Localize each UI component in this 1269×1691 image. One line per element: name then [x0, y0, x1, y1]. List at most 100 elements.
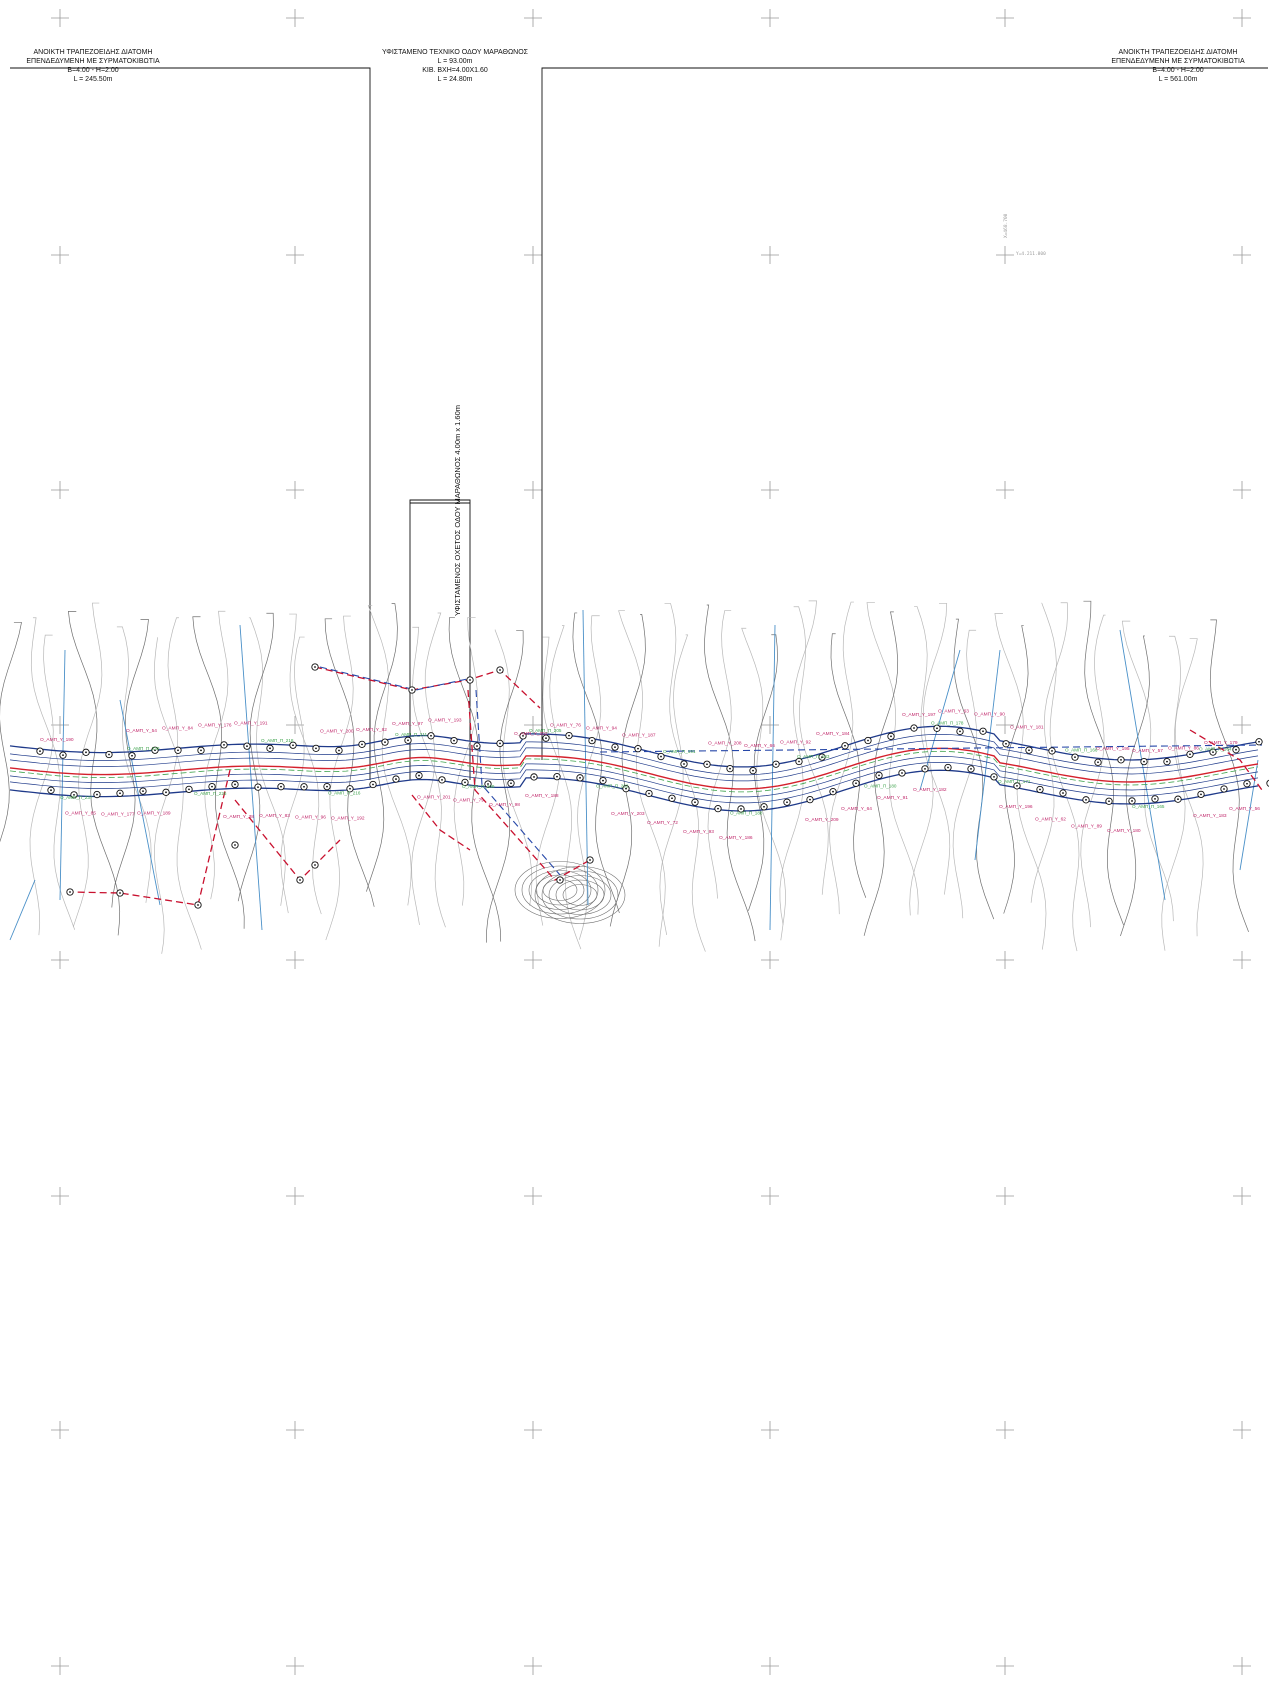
- survey-point-dot: [522, 735, 524, 737]
- point-label: O_AMΠ_Y_72: [647, 820, 678, 826]
- cross-section-line: [119, 699, 161, 906]
- contour-line: [1083, 600, 1124, 926]
- grid-cross: [524, 951, 542, 969]
- point-label: O_AMΠ_Y_97: [392, 721, 423, 727]
- survey-point-dot: [257, 786, 259, 789]
- survey-point-dot: [411, 689, 413, 691]
- survey-point: [277, 783, 285, 791]
- point-label: O_AMΠ_Y_192: [331, 816, 365, 822]
- survey-point-dot: [855, 782, 857, 785]
- survey-point-dot: [441, 778, 443, 781]
- survey-point-dot: [131, 754, 133, 757]
- survey-point-dot: [361, 743, 363, 746]
- survey-point-dot: [1074, 756, 1076, 759]
- survey-point: [887, 732, 895, 740]
- survey-point: [484, 780, 492, 788]
- survey-point: [496, 666, 504, 674]
- survey-point-dot: [234, 783, 236, 786]
- point-label: O_AMΠ_Y_188: [525, 793, 559, 799]
- survey-point-dot: [752, 769, 754, 772]
- survey-point-dot: [314, 864, 316, 866]
- survey-point: [864, 736, 872, 745]
- coordinate-x-label: X=468.700: [1004, 213, 1009, 238]
- point-label-green: O_AMΠ_Π_237: [60, 795, 93, 800]
- channel-edge: [9, 761, 1259, 804]
- survey-point: [381, 738, 389, 746]
- grid-cross: [524, 716, 542, 734]
- contour-line: [542, 636, 582, 950]
- grid-cross: [761, 951, 779, 969]
- survey-point-dot: [1200, 793, 1202, 796]
- point-label-green: O_AMΠ_Π_165: [1132, 804, 1165, 809]
- survey-point-dot: [694, 801, 696, 804]
- note-right-line1: ΑΝΟΙΚΤΗ ΤΡΑΠΕΖΟΕΙΔΗΣ ΔΙΑΤΟΜΗ: [1118, 49, 1238, 56]
- note-right-line4: L = 561.00m: [1158, 76, 1198, 83]
- survey-point-dot: [407, 739, 409, 742]
- point-label-green: O_AMΠ_Π_202: [596, 783, 629, 788]
- point-label: O_AMΠ_Y_90: [974, 711, 1005, 717]
- point-label: O_AMΠ_Y_56: [1229, 806, 1260, 812]
- stream-channel: [9, 725, 1259, 812]
- note-left: ΑΝΟΙΚΤΗ ΤΡΑΠΕΖΟΕΙΔΗΣ ΔΙΑΤΟΜΗ ΕΠΕΝΔΕΔΥΜΕΝ…: [8, 48, 178, 84]
- boundary-red-dashed: [467, 689, 591, 881]
- grid-cross: [1233, 716, 1251, 734]
- survey-point: [1151, 795, 1159, 803]
- survey-point: [1094, 758, 1102, 766]
- survey-point: [415, 771, 423, 780]
- contour-line: [1120, 635, 1150, 937]
- note-left-line3: B=4.00 - H=2.00: [67, 67, 119, 74]
- grid-cross: [286, 716, 304, 734]
- point-label: O_AMΠ_Y_85: [65, 810, 96, 816]
- contour-line: [325, 615, 354, 941]
- survey-point: [599, 776, 607, 785]
- grid-cross: [51, 1187, 69, 1205]
- hill-contour: [521, 865, 599, 915]
- survey-point-dot: [844, 744, 846, 747]
- survey-point-dot: [246, 745, 248, 748]
- grid-cross: [996, 1657, 1014, 1675]
- survey-point: [1013, 782, 1021, 790]
- point-label: O_AMΠ_Y_176: [198, 723, 232, 729]
- survey-point: [576, 774, 584, 782]
- survey-point-dot: [936, 727, 938, 730]
- contour-line: [779, 600, 817, 925]
- survey-point-dot: [165, 791, 167, 794]
- survey-point-dot: [314, 666, 316, 668]
- survey-point: [220, 741, 228, 749]
- survey-point: [128, 752, 136, 760]
- survey-point: [1209, 748, 1217, 756]
- survey-point-dot: [96, 793, 98, 796]
- point-label: O_AMΠ_Y_191: [234, 720, 268, 726]
- note-middle-line2: L = 93.00m: [437, 58, 473, 65]
- point-label: O_AMΠ_Y_182: [913, 787, 947, 793]
- contour-line: [448, 617, 502, 942]
- survey-point-dot: [545, 737, 547, 740]
- coordinate-y-label: Y=4.211.800: [1016, 252, 1046, 257]
- grid-cross: [996, 951, 1014, 969]
- point-label-green: O_AMΠ_Π_183: [797, 754, 830, 759]
- survey-point: [990, 773, 998, 781]
- cross-section-line: [1119, 629, 1166, 901]
- point-label: O_AMΠ_Y_84: [162, 726, 193, 732]
- point-label-green: O_AMΠ_Π_211: [395, 732, 428, 737]
- note-middle: ΥΦΙΣΤΑΜΕΝΟ ΤΕΧΝΙΚΟ ΟΔΟΥ ΜΑΡΑΘΩΝΟΣ L = 93…: [360, 48, 550, 84]
- survey-point-dot: [200, 749, 202, 752]
- survey-point-dot: [234, 844, 236, 846]
- survey-point-dot: [1097, 761, 1099, 764]
- survey-point-dot: [39, 750, 41, 753]
- survey-point: [852, 779, 860, 787]
- survey-point: [335, 746, 343, 755]
- channel-edge: [9, 739, 1259, 782]
- grid-cross: [996, 1421, 1014, 1439]
- grid-cross: [51, 951, 69, 969]
- survey-point: [1048, 747, 1056, 755]
- channel-edge: [9, 755, 1259, 798]
- channel-edge: [9, 769, 1259, 812]
- grid-cross: [524, 481, 542, 499]
- contour-line: [793, 606, 829, 895]
- note-left-line1: ΑΝΟΙΚΤΗ ΤΡΑΠΕΖΟΕΙΔΗΣ ΔΙΑΤΟΜΗ: [33, 49, 153, 56]
- survey-point: [898, 769, 906, 777]
- grid-cross: [524, 1187, 542, 1205]
- survey-point-dot: [418, 774, 420, 777]
- survey-point-dot: [487, 783, 489, 785]
